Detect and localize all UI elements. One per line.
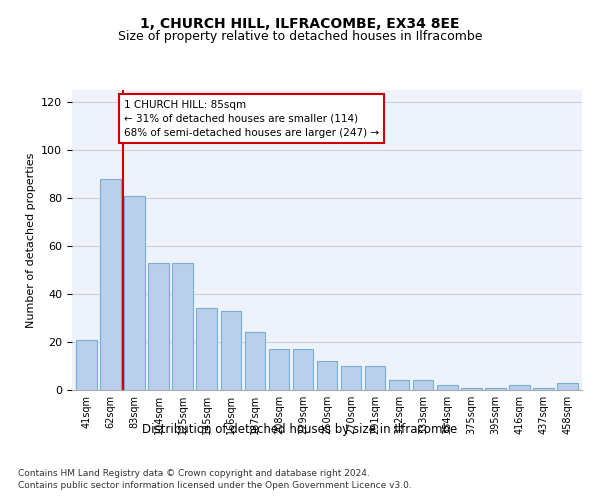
Bar [245, 332, 265, 390]
Text: Size of property relative to detached houses in Ilfracombe: Size of property relative to detached ho… [118, 30, 482, 43]
Bar [509, 385, 530, 390]
Text: Distribution of detached houses by size in Ilfracombe: Distribution of detached houses by size … [142, 422, 458, 436]
Bar [341, 366, 361, 390]
Text: Contains public sector information licensed under the Open Government Licence v3: Contains public sector information licen… [18, 481, 412, 490]
Bar [172, 263, 193, 390]
Bar [533, 388, 554, 390]
Text: 1 CHURCH HILL: 85sqm
← 31% of detached houses are smaller (114)
68% of semi-deta: 1 CHURCH HILL: 85sqm ← 31% of detached h… [124, 100, 379, 138]
Bar [461, 388, 482, 390]
Text: 1, CHURCH HILL, ILFRACOMBE, EX34 8EE: 1, CHURCH HILL, ILFRACOMBE, EX34 8EE [140, 18, 460, 32]
Bar [124, 196, 145, 390]
Bar [100, 179, 121, 390]
Bar [389, 380, 409, 390]
Bar [148, 263, 169, 390]
Bar [437, 385, 458, 390]
Bar [317, 361, 337, 390]
Bar [413, 380, 433, 390]
Bar [76, 340, 97, 390]
Bar [196, 308, 217, 390]
Bar [269, 349, 289, 390]
Bar [221, 311, 241, 390]
Bar [293, 349, 313, 390]
Y-axis label: Number of detached properties: Number of detached properties [26, 152, 35, 328]
Bar [485, 388, 506, 390]
Bar [557, 383, 578, 390]
Bar [365, 366, 385, 390]
Text: Contains HM Land Registry data © Crown copyright and database right 2024.: Contains HM Land Registry data © Crown c… [18, 468, 370, 477]
